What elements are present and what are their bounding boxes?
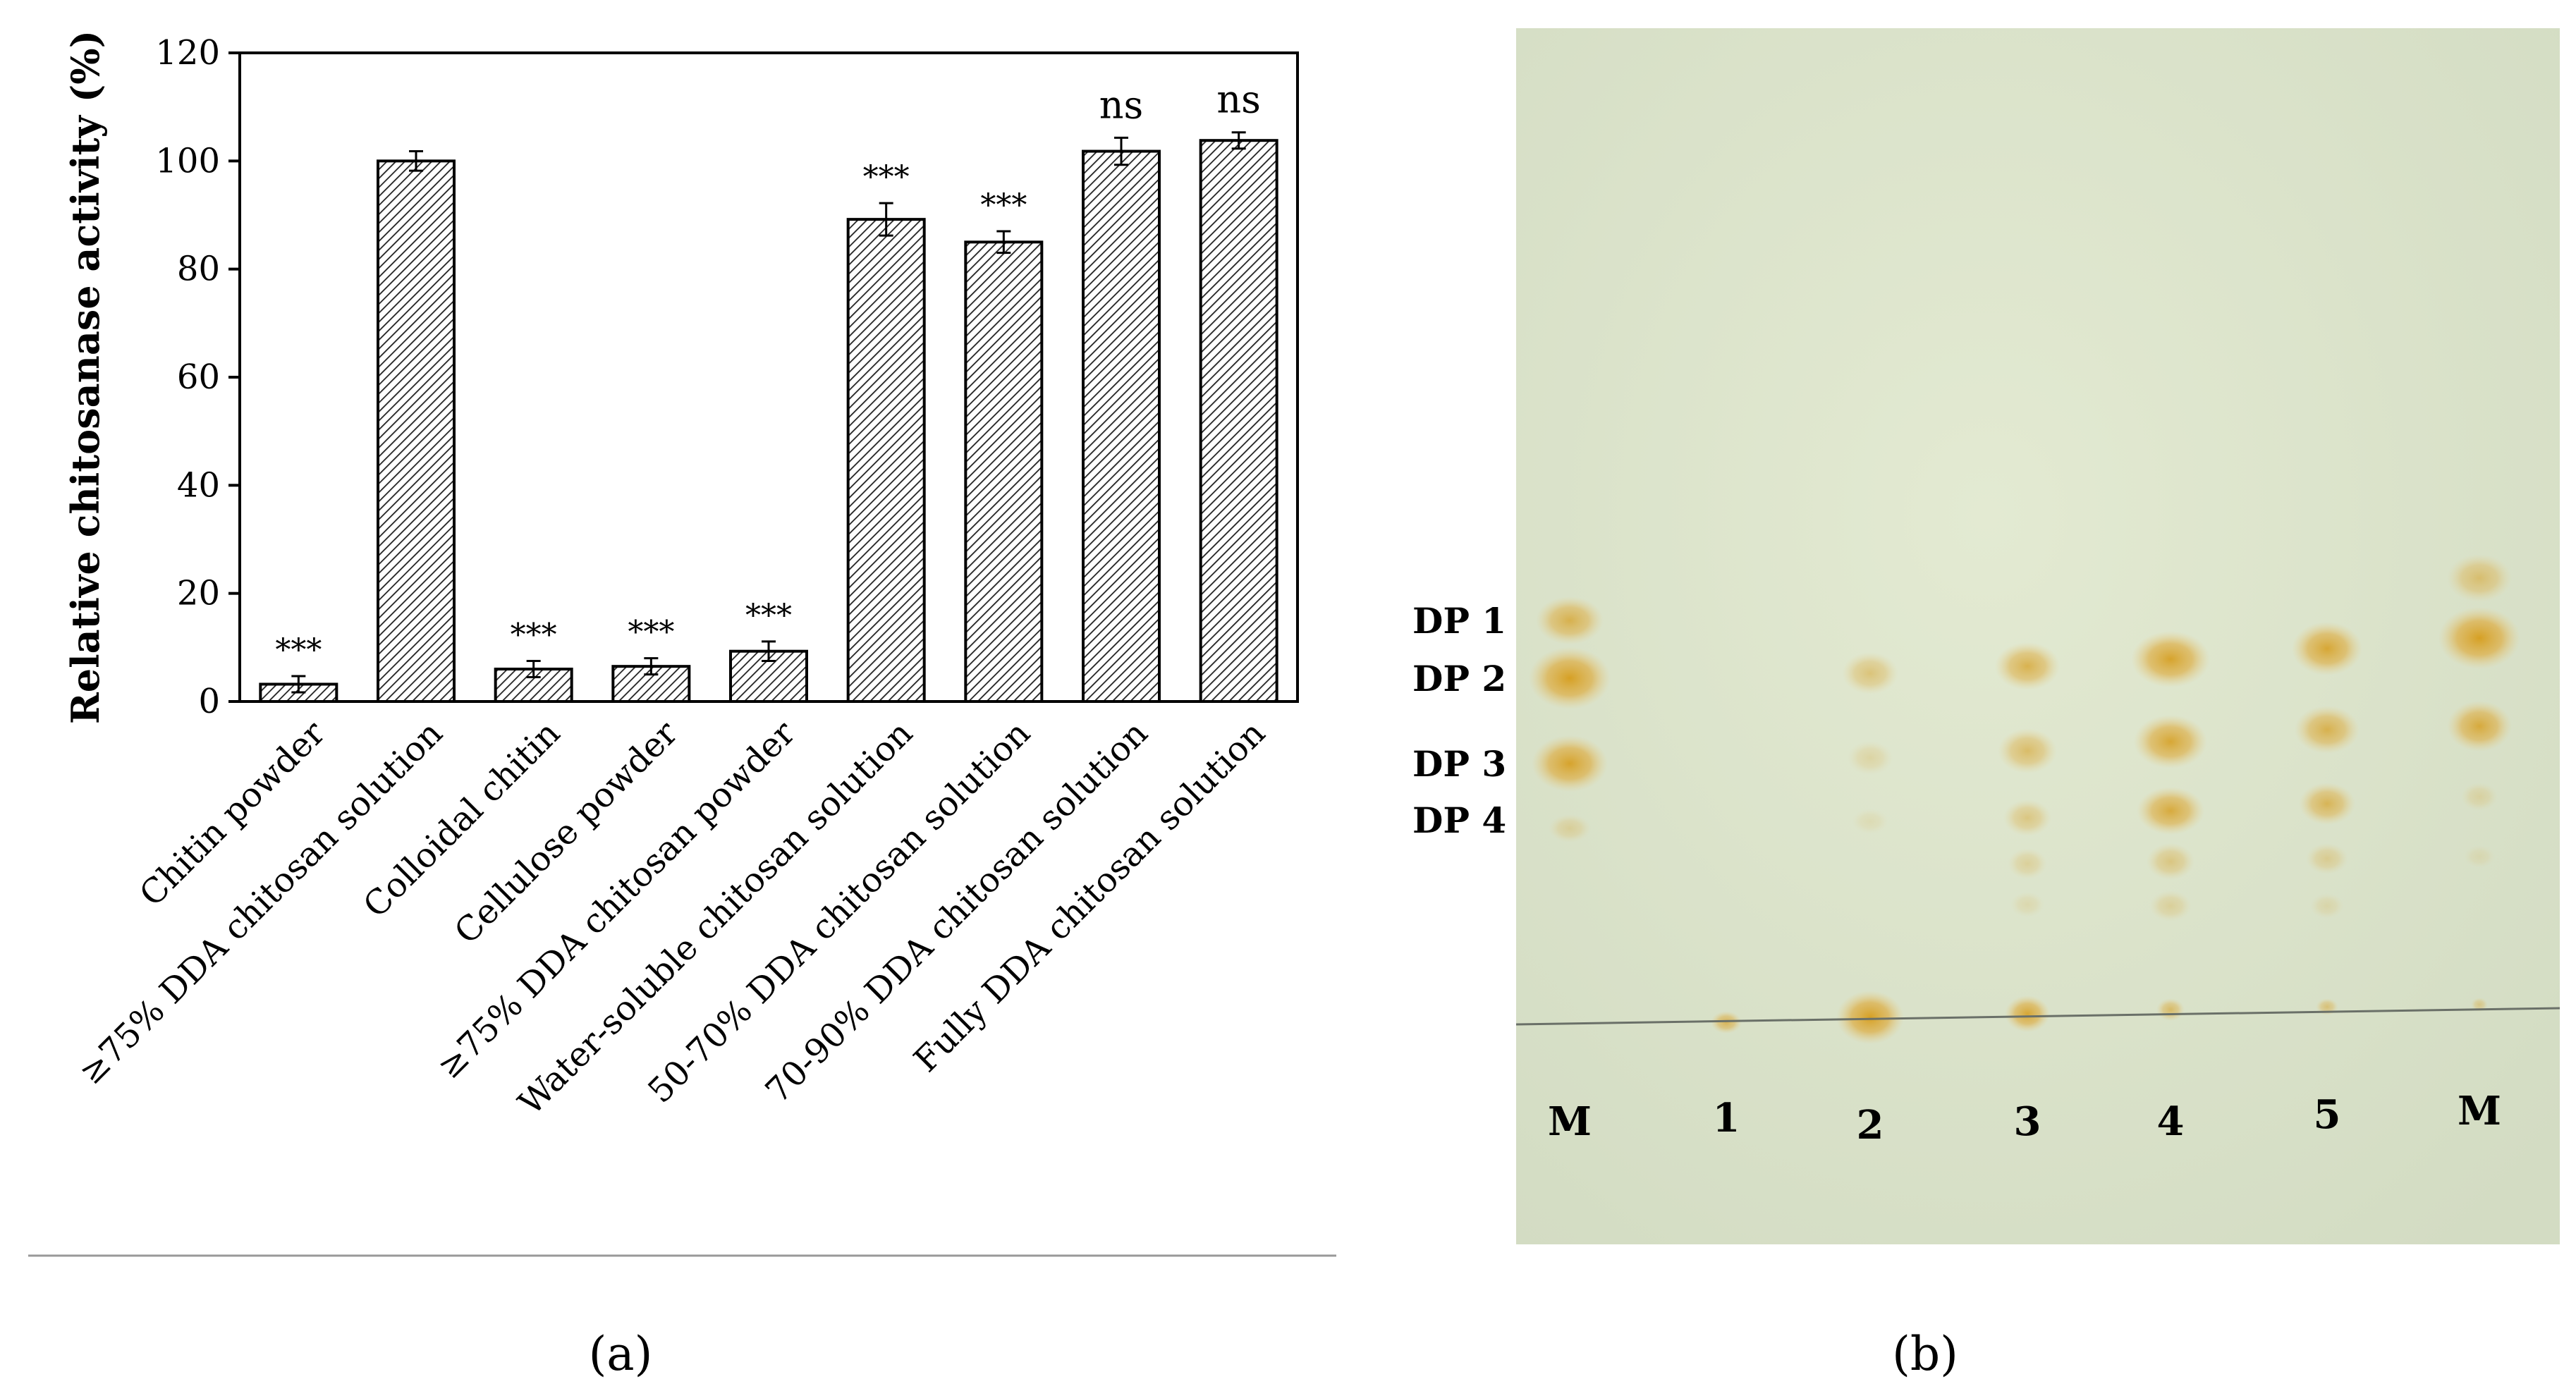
tlc-band-label: DP 3 [1412, 743, 1506, 785]
tlc-spot [2471, 998, 2488, 1012]
tlc-spot [1848, 741, 1893, 775]
tlc-spot [2295, 706, 2360, 754]
bar [846, 218, 926, 703]
significance-annotation: ns [1216, 78, 1261, 122]
tlc-spot [2292, 622, 2362, 675]
y-tick-label: 100 [155, 141, 220, 180]
tlc-spot [1842, 652, 1898, 694]
tlc-spot [2003, 799, 2051, 836]
significance-annotation: *** [863, 159, 910, 195]
bar [377, 159, 456, 704]
tlc-spot [2447, 701, 2512, 752]
tlc-spot [2137, 787, 2204, 835]
tlc-lane-labels: M 1 2 3 4 5 M [1548, 1088, 2501, 1148]
tlc-spot [1836, 991, 1904, 1044]
tlc-lane-label: M [1548, 1098, 1592, 1145]
panel-label-b: (b) [1892, 1327, 1958, 1381]
tlc-spot [1995, 642, 2060, 690]
tlc-spot [2461, 783, 2498, 811]
tlc-band-label: DP 2 [1412, 658, 1506, 699]
y-tick-label: 20 [177, 574, 220, 613]
tlc-spot [2149, 890, 2192, 921]
significance-annotation: *** [275, 632, 322, 668]
significance-annotation: *** [745, 598, 792, 634]
tlc-lane-label: 5 [2314, 1091, 2341, 1138]
tlc-spot [2008, 848, 2047, 879]
y-tick-label: 40 [177, 465, 220, 505]
tlc-plate [1516, 28, 2560, 1244]
tlc-origin-line [1515, 1007, 2560, 1026]
tlc-spot [1711, 1011, 1742, 1034]
tlc-band-label: DP 1 [1412, 600, 1506, 642]
error-bars-group [291, 131, 1246, 694]
tlc-spot [2464, 845, 2495, 868]
panel-label-a: (a) [589, 1327, 653, 1381]
tlc-spot [1998, 728, 2057, 773]
significance-annotation: *** [511, 618, 557, 654]
tlc-lane-label: M [2458, 1088, 2501, 1134]
y-axis: 0 20 40 60 80 100 120 [155, 33, 240, 721]
significance-annotation: ns [1099, 82, 1144, 127]
tlc-lane-label: 1 [1713, 1095, 1740, 1141]
y-tick-label: 0 [198, 682, 220, 721]
bar [1082, 149, 1161, 704]
tlc-spot [1536, 596, 1604, 644]
plot-frame [238, 51, 1299, 703]
x-tick-labels: Chitin powder≥75% DDA chitosan solutionC… [71, 713, 1273, 1123]
tlc-lane-label: 2 [1857, 1102, 1884, 1148]
significance-annotation: *** [980, 188, 1027, 223]
y-tick-label: 120 [155, 33, 220, 73]
tlc-spot [2131, 631, 2210, 687]
tlc-band-label: DP 4 [1412, 799, 1506, 841]
bar-chart-panel: *** *** *** *** *** *** ns ns 0 20 40 60 80 100 120 C… [28, 30, 1336, 1381]
tlc-lane-label: 3 [2014, 1098, 2041, 1145]
bar [964, 240, 1044, 704]
tlc-spot [2156, 998, 2185, 1021]
tlc-spot [1852, 809, 1888, 834]
tlc-spot [2299, 783, 2355, 825]
significance-annotation: *** [628, 615, 674, 651]
x-tick-label: Cellulose powder [447, 713, 685, 952]
tlc-spot [1549, 814, 1591, 842]
tlc-spots [1529, 554, 2520, 1044]
tlc-spot [2010, 892, 2044, 917]
tlc-spot [2005, 995, 2050, 1032]
y-tick-label: 80 [177, 250, 220, 289]
y-tick-label: 60 [177, 357, 220, 397]
significance-annotations-group: *** *** *** *** *** *** ns ns [275, 78, 1261, 668]
bar [611, 665, 691, 704]
tlc-spot [2147, 843, 2195, 880]
bar [1199, 139, 1278, 703]
tlc-spot [1529, 647, 1611, 709]
y-axis-label: Relative chitosanase activity (%) [63, 30, 108, 724]
tlc-spot [1532, 735, 1608, 792]
tlc-lane-label: 4 [2157, 1098, 2185, 1145]
tlc-band-labels: DP 1 DP 2 DP 3 DP 4 [1412, 600, 1506, 841]
tlc-spot [2310, 893, 2344, 919]
tlc-plate-panel: DP 1 DP 2 DP 3 DP 4 M 1 2 3 4 5 M (b) [1412, 28, 2560, 1381]
tlc-spot [2306, 843, 2348, 874]
tlc-spot [2438, 607, 2520, 669]
x-tick-label: Colloidal chitin [355, 713, 568, 926]
tlc-spot [2134, 715, 2207, 768]
tlc-spot [2447, 554, 2512, 602]
